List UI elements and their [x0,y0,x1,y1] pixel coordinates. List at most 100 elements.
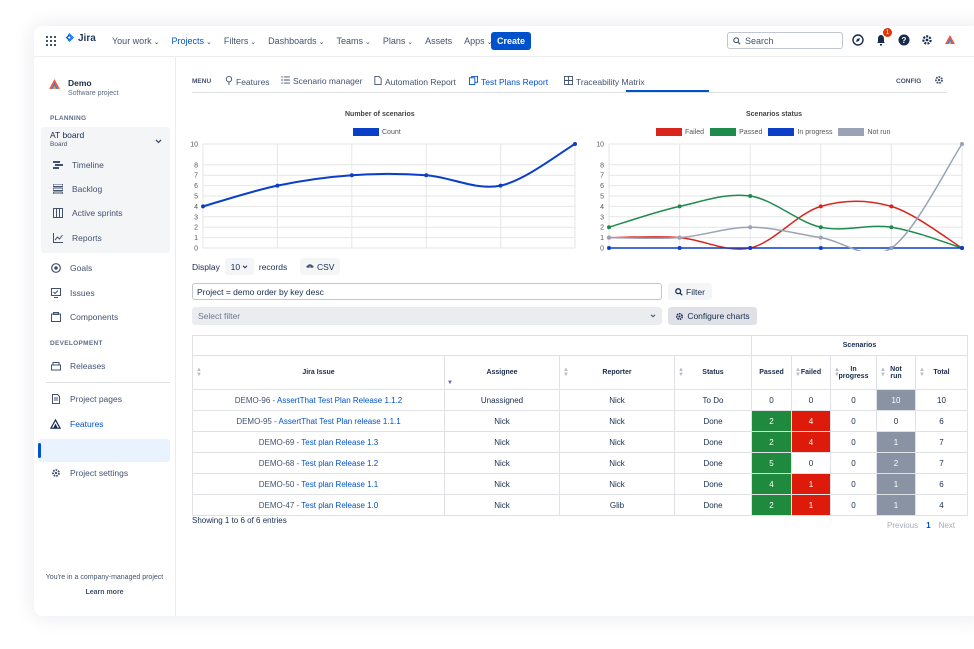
sidebar-item-timeline[interactable]: Timeline [52,158,104,172]
profile-avatar-icon[interactable] [943,33,956,46]
data-point[interactable] [960,246,964,250]
table-row[interactable]: DEMO-95 - AssertThat Test Plan release 1… [192,410,968,432]
table-row[interactable]: DEMO-47 - Test plan Release 1.0 Nick Glib D… [192,494,968,516]
data-point[interactable] [748,246,753,250]
data-point[interactable] [201,204,205,209]
col-jira-issue[interactable]: ▲ ▼ Jira Issue [192,355,445,390]
col-passed[interactable]: Passed [751,355,792,390]
legend-item[interactable]: Count [353,128,401,136]
col-status[interactable]: ▲ ▼ Status [674,355,752,390]
sidebar-item-components[interactable]: Components [50,310,118,324]
jira-logo[interactable]: Jira [64,33,96,44]
issue-link[interactable]: Test plan Release 1.2 [301,458,379,468]
nav-item-projects[interactable]: Projects [172,36,212,46]
data-point[interactable] [889,225,894,230]
help-icon[interactable]: ? [897,33,910,46]
issue-link[interactable]: AssertThat Test Plan release 1.1.1 [278,416,401,426]
records-select[interactable]: 10 [224,258,254,275]
chevron-down-icon[interactable] [155,139,162,144]
notifications-icon[interactable]: 1 [874,28,892,46]
data-point[interactable] [607,235,611,240]
tab-test-plans-report[interactable]: Test Plans Report [469,76,548,87]
data-point[interactable] [818,204,823,209]
nav-item-your-work[interactable]: Your work [112,36,160,46]
sidebar-item-issues[interactable]: Issues [50,286,95,300]
svg-text:?: ? [901,36,906,45]
col-not-run[interactable]: ▲ ▼ Not run [876,355,916,390]
nav-item-apps[interactable]: Apps [464,36,492,46]
nav-item-assets[interactable]: Assets [425,36,453,46]
nav-item-teams[interactable]: Teams [336,36,370,46]
col-failed[interactable]: ▲ ▼ Failed [791,355,831,390]
issue-link[interactable]: Test plan Release 1.1 [301,479,379,489]
data-point[interactable] [818,235,823,240]
data-point[interactable] [607,225,611,230]
sidebar-item-project-settings[interactable]: Project settings [50,466,128,480]
sidebar-item-project-pages[interactable]: Project pages [50,392,122,406]
data-point[interactable] [889,246,894,250]
table-row[interactable]: DEMO-69 - Test plan Release 1.3 Nick Nick D… [192,431,968,453]
issue-link[interactable]: Test plan Release 1.3 [301,437,379,447]
tab-features[interactable]: Features [225,76,270,87]
sidebar-item-reports[interactable]: Reports [52,231,102,245]
next-button[interactable]: Next [938,521,956,530]
data-point[interactable] [424,173,429,178]
config-label[interactable]: CONFIG [896,78,922,85]
tab-traceability-matrix[interactable]: Traceability Matrix [564,76,645,87]
sidebar-item-active-sprints[interactable]: Active sprints [52,206,123,220]
data-point[interactable] [498,183,503,188]
issue-link[interactable]: Test plan Release 1.0 [301,500,379,510]
table-row[interactable]: DEMO-96 - AssertThat Test Plan Release 1… [192,389,968,411]
config-gear-icon[interactable] [934,75,944,85]
app-switcher-icon[interactable] [46,36,56,46]
issue-link[interactable]: AssertThat Test Plan Release 1.1.2 [276,395,403,405]
table-body: DEMO-96 - AssertThat Test Plan Release 1… [192,389,968,516]
jql-input[interactable]: Project = demo order by key desc [192,283,662,300]
csv-button[interactable]: CSV [300,258,341,275]
table-row[interactable]: DEMO-68 - Test plan Release 1.2 Nick Nick D… [192,452,968,474]
select-filter-dropdown[interactable]: Select filter [192,307,662,325]
sidebar-item-backlog[interactable]: Backlog [52,182,102,196]
page-1-button[interactable]: 1 [926,521,931,530]
project-header[interactable]: Demo Software project [48,78,119,97]
data-point[interactable] [818,246,823,250]
nav-item-filters[interactable]: Filters [224,36,256,46]
data-point[interactable] [607,246,611,250]
data-point[interactable] [677,235,682,240]
data-point[interactable] [275,183,280,188]
board-selector[interactable]: AT board Board [50,130,84,148]
legend-item[interactable]: Failed [656,128,704,136]
nav-item-dashboards[interactable]: Dashboards [268,36,324,46]
data-point[interactable] [677,204,682,209]
compass-icon[interactable] [851,33,864,46]
data-point[interactable] [677,246,682,250]
search-input[interactable]: Search [727,32,843,49]
sidebar-item-releases[interactable]: Releases [50,359,105,373]
tab-scenario-manager[interactable]: Scenario manager [281,76,362,86]
tab-automation-report[interactable]: Automation Report [374,76,456,87]
data-point[interactable] [818,225,823,230]
col-reporter[interactable]: ▲ ▼ Reporter [559,355,675,390]
legend-item[interactable]: Passed [710,128,762,136]
col-assignee[interactable]: ▼ Assignee [444,355,560,390]
configure-charts-button[interactable]: Configure charts [668,307,757,325]
data-point[interactable] [573,142,577,146]
create-button[interactable]: Create [491,32,531,50]
legend-item[interactable]: Not run [838,128,890,136]
data-point[interactable] [960,142,964,146]
data-point[interactable] [349,173,354,178]
data-point[interactable] [748,225,753,230]
previous-button[interactable]: Previous [887,521,919,530]
learn-more-link[interactable]: Learn more [85,589,124,596]
settings-gear-icon[interactable] [920,33,933,46]
filter-button[interactable]: Filter [668,283,712,300]
col-in-progress[interactable]: ▲ ▼ In progress [830,355,877,390]
legend-item[interactable]: In progress [768,128,832,136]
col-total[interactable]: ▲ ▼ Total [915,355,968,390]
data-point[interactable] [889,204,894,209]
nav-item-plans[interactable]: Plans [383,36,413,46]
table-row[interactable]: DEMO-50 - Test plan Release 1.1 Nick Nick D… [192,473,968,495]
sidebar-item-goals[interactable]: Goals [50,261,92,275]
sidebar-item-features[interactable]: Features [50,417,104,431]
data-point[interactable] [748,194,753,198]
